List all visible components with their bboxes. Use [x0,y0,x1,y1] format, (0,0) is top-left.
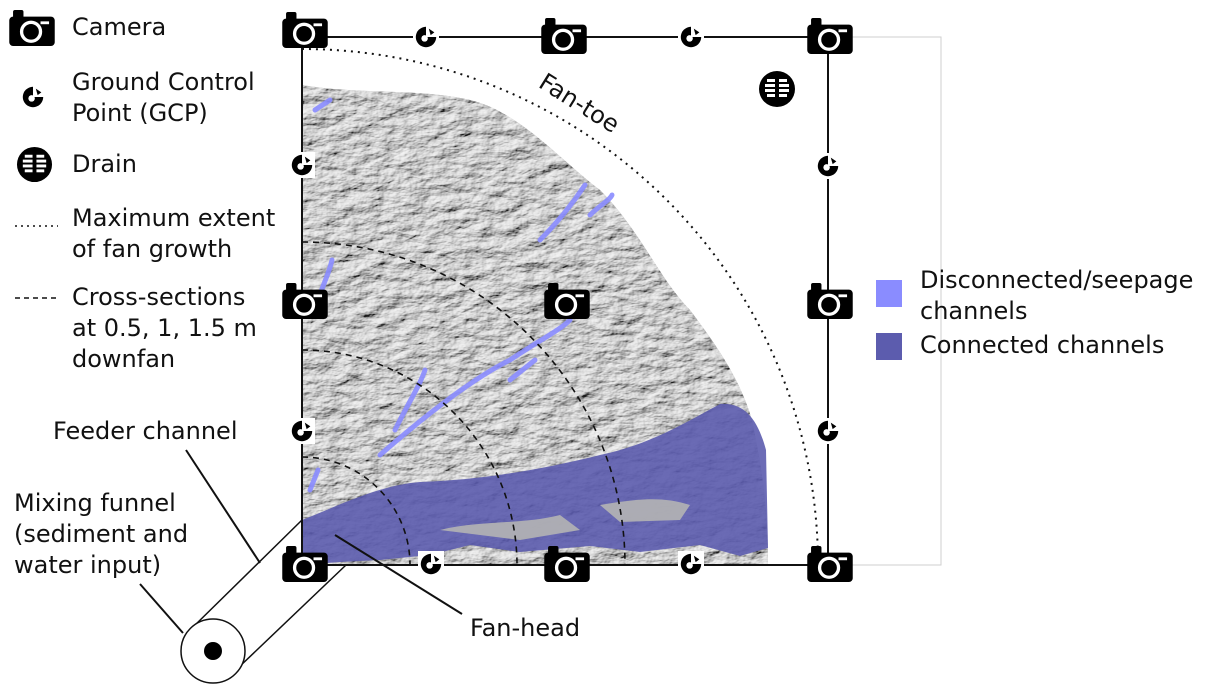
gcp-icon [289,418,315,444]
connected-swatch [876,333,902,360]
legend-connected-label: Connected channels [920,331,1165,359]
leader-lines [139,449,463,634]
drain-icon [16,146,53,183]
legend-camera-label: Camera [72,13,167,41]
gcp-icon [289,152,315,178]
mixing-funnel [180,618,246,684]
camera-icon [807,283,853,319]
feeder-channel [189,519,347,669]
gcp-icon [418,551,444,577]
gcp-icon [413,24,439,50]
connected-channels [302,403,768,565]
gcp-icon [678,551,704,577]
legend-extent-label: Maximum extent of fan growth [72,204,276,263]
gcp-icon [20,84,46,110]
cross-sections [301,241,626,566]
legend-disconnected-label: Disconnected/seepage channels [920,266,1194,325]
mixing-funnel-label: Mixing funnel (sediment and water input) [14,489,189,579]
fan-toe-label: Fan-toe [534,68,624,139]
maximum-extent-arc [301,48,819,566]
disconnected-swatch [876,280,902,307]
camera-icon [282,12,328,48]
gcp-icon [815,418,841,444]
camera-icon [9,10,55,46]
drain-icon [759,71,795,107]
camera-icon [807,546,853,582]
legend-symbols [9,10,902,360]
feeder-channel-label: Feeder channel [53,417,238,445]
gcp-icon [678,24,704,50]
fan-head-label: Fan-head [470,614,581,642]
legend-gcp-label: Ground Control Point (GCP) [72,68,255,127]
camera-icon [807,18,853,54]
legend-cross-label: Cross-sections at 0.5, 1, 1.5 m downfan [72,283,257,373]
gcp-icon [815,153,841,179]
legend-drain-label: Drain [72,150,137,178]
camera-icon [541,18,587,54]
